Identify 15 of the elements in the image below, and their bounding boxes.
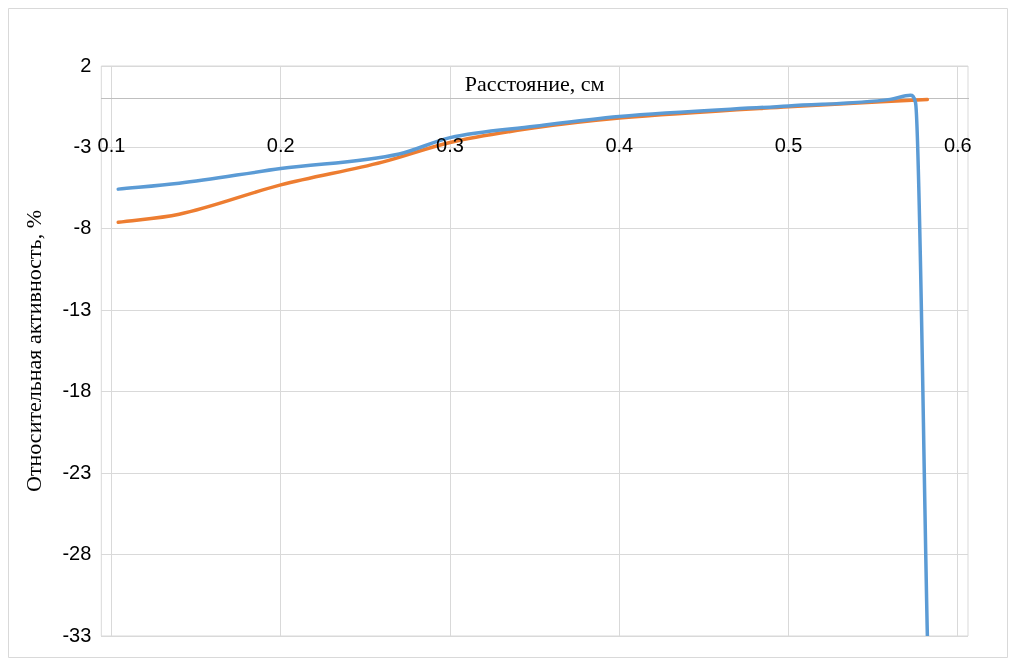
y-tick-label: -13 <box>62 297 92 320</box>
y-tick-label: -28 <box>62 542 92 565</box>
y-axis-title: Относительная активность, % <box>20 210 46 492</box>
x-tick-label: 0.4 <box>605 134 634 157</box>
y-tick-label: -18 <box>62 379 92 402</box>
x-tick-label: 0.1 <box>97 134 126 157</box>
y-tick-label: -3 <box>73 134 92 157</box>
y-tick-label: -8 <box>73 216 92 239</box>
x-axis-title: Расстояние, см <box>464 71 605 97</box>
x-tick-label: 0.6 <box>943 134 972 157</box>
y-tick-label: -33 <box>62 623 92 646</box>
x-tick-label: 0.5 <box>774 134 803 157</box>
x-tick-label: 0.2 <box>266 134 295 157</box>
y-tick-label: 2 <box>80 53 92 76</box>
y-tick-label: -23 <box>62 460 92 483</box>
